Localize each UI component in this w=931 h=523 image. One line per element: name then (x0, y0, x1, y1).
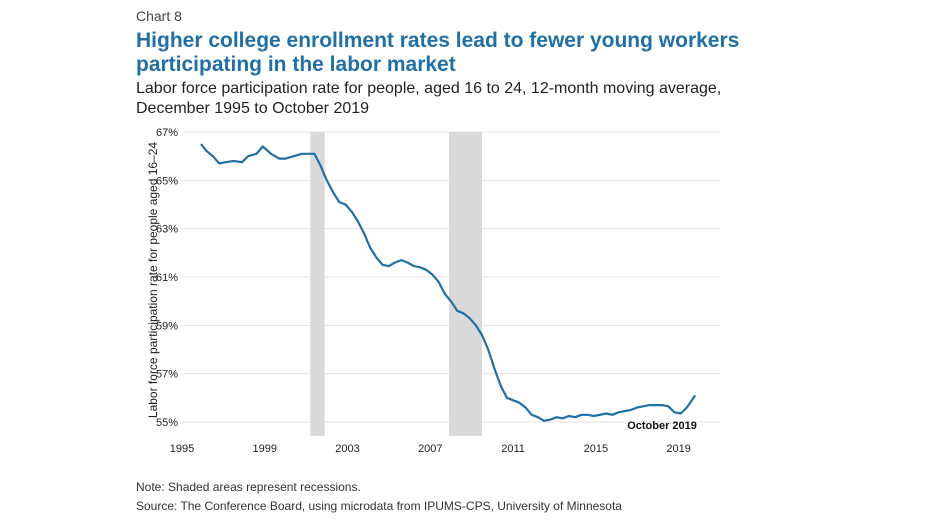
recession-band (310, 132, 325, 436)
series-line (200, 143, 697, 422)
recession-bands (310, 132, 483, 436)
x-tick-label: 2007 (418, 443, 442, 455)
annotation-october-2019: October 2019 (627, 420, 697, 432)
chart-subtitle: Labor force participation rate for peopl… (136, 80, 722, 117)
footnote: Note: Shaded areas represent recessions. (136, 480, 361, 494)
y-tick-label: 61% (156, 272, 178, 284)
x-tick-label: 2011 (501, 443, 525, 455)
y-tick-label: 67% (156, 127, 178, 139)
y-axis-label: Labor force participation rate for peopl… (146, 142, 160, 419)
y-tick-label: 57% (156, 369, 178, 381)
x-tick-label: 2015 (584, 443, 608, 455)
x-tick-label: 2003 (335, 443, 359, 455)
x-tick-label: 2019 (666, 443, 690, 455)
chart-title: Higher college enrollment rates lead to … (136, 29, 740, 76)
x-tick-label: 1995 (170, 443, 194, 455)
chart-number: Chart 8 (136, 8, 182, 24)
y-tick-label: 59% (156, 320, 178, 332)
y-axis: 55% 57% 59% 61% 63% 65% 67% (156, 127, 178, 429)
y-tick-label: 55% (156, 417, 178, 429)
source-line: Source: The Conference Board, using micr… (136, 499, 622, 513)
y-tick-label: 63% (156, 224, 178, 236)
x-tick-label: 1999 (253, 443, 277, 455)
x-axis: 1995 1999 2003 2007 2011 2015 2019 (170, 443, 691, 455)
y-tick-label: 65% (156, 175, 178, 187)
recession-band (448, 132, 483, 436)
